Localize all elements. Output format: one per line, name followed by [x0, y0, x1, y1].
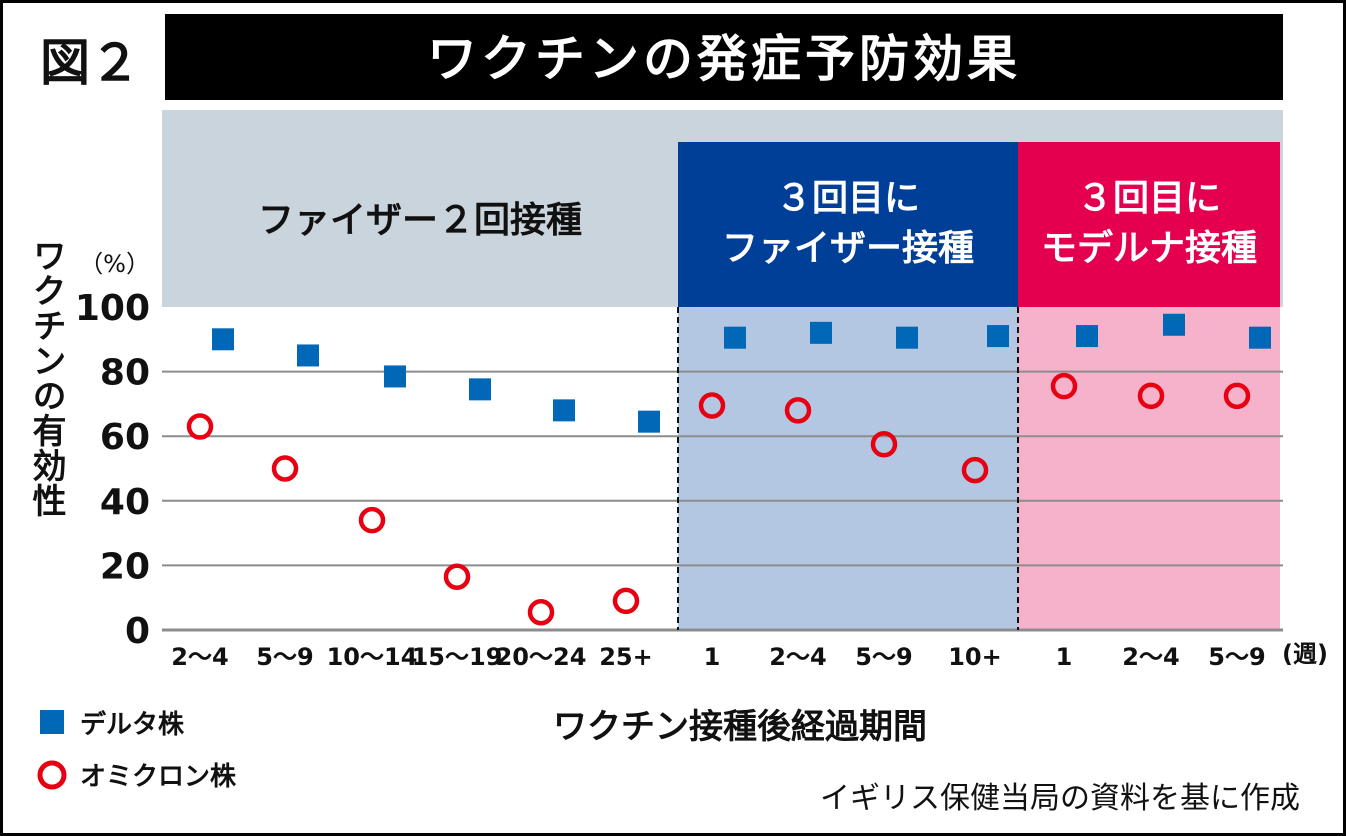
delta-point — [297, 344, 319, 367]
omicron-point — [443, 563, 471, 590]
delta-point — [896, 326, 918, 349]
x-tick-label: 15～19 — [412, 643, 503, 671]
x-tick-label: 1 — [704, 643, 721, 671]
delta-point — [212, 328, 234, 351]
y-tick-label: 20 — [100, 546, 150, 587]
delta-point — [1076, 325, 1098, 348]
legend-omicron: オミクロン株 — [80, 762, 237, 792]
omicron-point — [870, 431, 898, 458]
x-tick-label: 20～24 — [496, 643, 587, 671]
omicron-point — [1050, 372, 1078, 400]
x-tick-label: 5～9 — [1208, 643, 1265, 671]
y-tick-label: 100 — [75, 288, 150, 329]
group-header-pfizer-booster — [678, 142, 1018, 307]
y-tick-label: 40 — [100, 482, 150, 523]
y-tick-label: 60 — [100, 417, 150, 458]
x-tick-label: 10～14 — [327, 643, 418, 671]
legend-square-icon — [40, 710, 64, 734]
x-tick-label: 25+ — [599, 643, 653, 671]
x-tick-label: 2～4 — [769, 643, 826, 671]
x-tick-label: 10+ — [948, 643, 1002, 671]
x-tick-label: 5～9 — [855, 643, 912, 671]
delta-point — [384, 365, 406, 388]
delta-point — [1163, 313, 1185, 336]
y-tick-label: 80 — [100, 353, 150, 394]
x-tick-label: 1 — [1056, 643, 1073, 671]
x-unit: (週) — [1282, 640, 1328, 668]
delta-point — [469, 378, 491, 401]
omicron-point — [527, 598, 555, 626]
chart-title: ワクチンの発症予防効果 — [427, 30, 1021, 88]
delta-point — [987, 325, 1009, 348]
legend-delta: デルタ株 — [80, 709, 185, 740]
delta-point — [553, 399, 575, 422]
delta-point — [810, 321, 832, 344]
x-tick-label: 2～4 — [171, 643, 228, 671]
omicron-point — [358, 506, 386, 534]
group-label: ファイザー２回接種 — [258, 200, 582, 241]
group-label: ３回目に — [1077, 178, 1221, 219]
group-label: ３回目に — [776, 178, 920, 219]
group-label: モデルナ接種 — [1041, 227, 1257, 269]
omicron-point — [612, 587, 640, 615]
delta-point — [638, 410, 660, 433]
plot-bg-moderna-booster — [1018, 307, 1280, 630]
y-axis-title: ワクチンの有効性 — [26, 238, 66, 518]
omicron-point — [961, 456, 989, 484]
y-unit: （%） — [79, 250, 150, 278]
legend-circle-icon — [37, 760, 67, 790]
x-tick-label: 5～9 — [256, 643, 313, 671]
delta-point — [1249, 326, 1271, 349]
omicron-point — [271, 455, 299, 482]
group-label: ファイザー接種 — [722, 228, 974, 269]
plot-bg-pfizer-booster — [678, 307, 1018, 630]
omicron-point — [186, 413, 214, 440]
title-bar — [165, 14, 1283, 100]
omicron-point — [784, 397, 812, 424]
y-tick-label: 0 — [125, 611, 150, 652]
x-axis-title: ワクチン接種後経過期間 — [553, 707, 927, 747]
omicron-point — [1137, 382, 1165, 410]
figure-label: 図２ — [40, 34, 140, 92]
x-tick-label: 2～4 — [1122, 643, 1179, 671]
group-header-moderna-booster — [1018, 142, 1280, 307]
source-note: イギリス保健当局の資料を基に作成 — [820, 781, 1300, 816]
omicron-point — [698, 392, 726, 419]
delta-point — [724, 326, 746, 349]
omicron-point — [1223, 382, 1251, 410]
